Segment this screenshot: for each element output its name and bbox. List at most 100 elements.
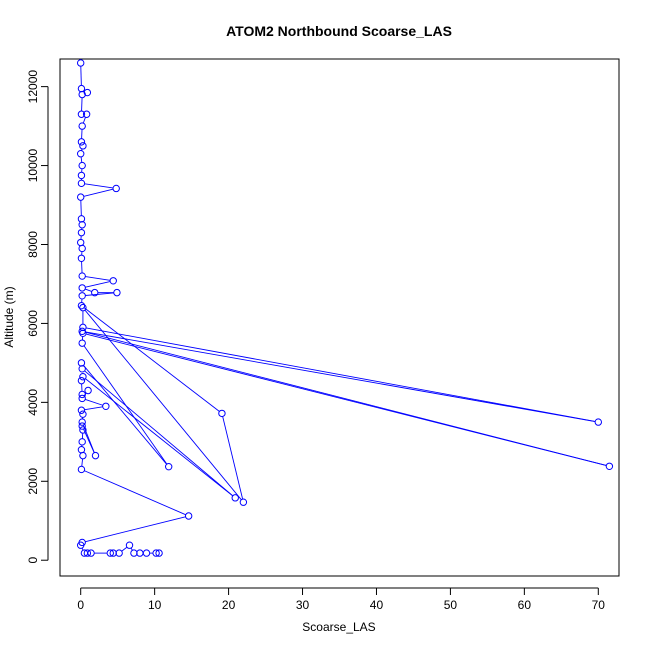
series-segment xyxy=(84,370,234,497)
data-point xyxy=(82,110,91,118)
series-segment xyxy=(84,470,186,516)
data-point xyxy=(78,394,86,403)
series-segment xyxy=(85,378,233,497)
data-point xyxy=(77,215,86,223)
data-point xyxy=(79,329,87,337)
data-point xyxy=(77,228,86,237)
data-point xyxy=(605,462,614,470)
data-point xyxy=(78,438,86,446)
data-point xyxy=(77,541,85,549)
data-point xyxy=(78,244,86,253)
data-point xyxy=(91,288,99,297)
data-point xyxy=(78,418,86,426)
series-segment xyxy=(83,428,95,453)
data-point xyxy=(77,193,85,201)
x-tick-label: 30 xyxy=(296,598,310,612)
data-point xyxy=(78,272,86,280)
y-axis-title: Altitude (m) xyxy=(2,286,16,347)
series-segment xyxy=(81,458,84,467)
series-segment xyxy=(222,416,244,500)
series-path xyxy=(80,66,607,554)
data-point xyxy=(78,221,86,229)
data-point xyxy=(77,376,86,385)
data-point xyxy=(78,365,86,373)
data-point xyxy=(77,301,86,310)
series-segment xyxy=(85,276,111,281)
data-point xyxy=(77,59,85,67)
series-segment xyxy=(84,406,103,411)
data-point xyxy=(79,142,87,150)
data-point xyxy=(218,409,226,418)
x-axis: 0 10 20 30 40 50 60 70 xyxy=(77,587,606,612)
data-point xyxy=(77,171,86,180)
y-tick-label: 6000 xyxy=(26,310,40,337)
data-point xyxy=(77,179,86,188)
data-point xyxy=(78,122,86,130)
data-point xyxy=(113,288,121,297)
series-segment xyxy=(80,66,82,86)
series-segment xyxy=(80,200,82,216)
series-segment xyxy=(83,307,220,412)
x-tick-label: 40 xyxy=(370,598,384,612)
y-tick-label: 10000 xyxy=(26,149,40,183)
data-point xyxy=(594,418,602,426)
series-segment xyxy=(85,399,103,406)
series-segment xyxy=(121,546,128,552)
data-point xyxy=(91,451,100,460)
data-point xyxy=(78,422,86,430)
x-tick-label: 20 xyxy=(222,598,236,612)
x-tick-label: 70 xyxy=(592,598,606,612)
data-point xyxy=(84,386,92,395)
series-segment xyxy=(85,331,596,422)
series-segment xyxy=(80,156,83,163)
series-segment xyxy=(83,188,114,197)
y-tick-label: 2000 xyxy=(26,468,40,495)
data-point xyxy=(79,303,87,312)
data-point xyxy=(79,426,87,434)
data-point xyxy=(77,110,86,118)
series-segment xyxy=(85,292,114,296)
data-point xyxy=(112,184,120,193)
series-segment xyxy=(86,327,596,422)
data-point xyxy=(77,359,86,367)
data-point xyxy=(87,549,95,557)
data-point xyxy=(79,410,87,418)
data-point xyxy=(78,339,86,347)
chart-title: ATOM2 Northbound Scoarse_LAS xyxy=(226,23,452,39)
data-point xyxy=(115,549,123,557)
series-segment xyxy=(85,281,111,288)
y-tick-label: 12000 xyxy=(26,70,40,104)
data-point xyxy=(77,84,86,93)
series-segment xyxy=(130,547,133,551)
x-tick-label: 0 xyxy=(77,598,84,612)
data-point xyxy=(78,292,86,300)
data-point xyxy=(77,465,86,474)
series-segment xyxy=(85,288,92,292)
y-axis: 0 2000 4000 6000 8000 10000 12000 xyxy=(26,70,49,564)
data-point xyxy=(109,277,117,285)
data-point xyxy=(184,512,193,520)
data-point xyxy=(77,254,86,263)
data-point xyxy=(142,549,151,557)
data-point xyxy=(78,161,86,170)
data-point xyxy=(78,90,86,99)
series-segment xyxy=(86,333,607,466)
data-point xyxy=(79,451,87,460)
data-point xyxy=(83,549,92,557)
data-point xyxy=(78,390,86,399)
data-point xyxy=(78,284,86,292)
data-point xyxy=(239,498,248,506)
data-point xyxy=(79,372,87,381)
x-tick-label: 60 xyxy=(518,598,532,612)
y-tick-label: 8000 xyxy=(26,231,40,258)
y-tick-label: 0 xyxy=(26,557,40,564)
data-point xyxy=(106,549,114,557)
data-point xyxy=(102,402,110,410)
data-point xyxy=(231,494,239,502)
data-point xyxy=(77,446,86,454)
data-point xyxy=(125,541,134,549)
data-point xyxy=(155,549,163,557)
series-segment xyxy=(85,516,186,543)
series-segment xyxy=(84,309,242,500)
